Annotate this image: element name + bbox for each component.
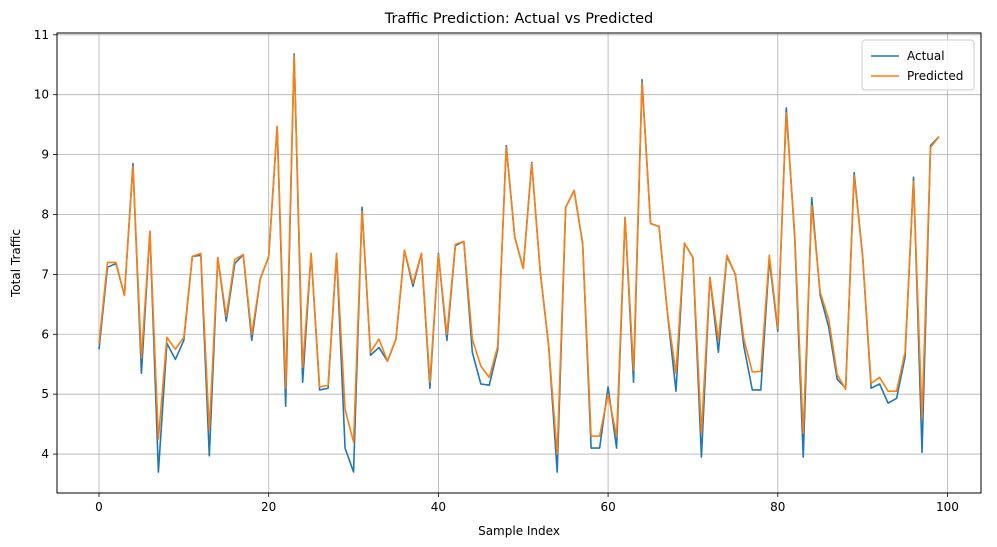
y-axis-label: Total Traffic bbox=[9, 229, 23, 298]
legend-label-predicted: Predicted bbox=[907, 69, 963, 83]
grid bbox=[57, 33, 981, 493]
y-tick-label: 4 bbox=[41, 447, 49, 461]
y-tick-label: 11 bbox=[34, 28, 49, 42]
legend: Actual Predicted bbox=[861, 39, 975, 91]
x-tick-label: 40 bbox=[431, 500, 446, 514]
x-tick-label: 60 bbox=[600, 500, 615, 514]
y-tick-label: 5 bbox=[41, 387, 49, 401]
x-tick-label: 80 bbox=[770, 500, 785, 514]
series-line-predicted bbox=[98, 54, 940, 455]
chart-title: Traffic Prediction: Actual vs Predicted bbox=[384, 11, 654, 27]
x-tick-label: 0 bbox=[95, 500, 103, 514]
x-tick-label: 20 bbox=[261, 500, 276, 514]
y-tick-label: 9 bbox=[41, 148, 49, 162]
ticks: 0 20 40 60 80 100 4 5 6 7 8 9 10 11 bbox=[34, 28, 959, 514]
legend-label-actual: Actual bbox=[907, 49, 945, 63]
y-tick-label: 7 bbox=[41, 267, 49, 281]
y-tick-label: 8 bbox=[41, 207, 49, 221]
legend-box bbox=[861, 39, 975, 91]
x-axis-label: Sample Index bbox=[478, 524, 560, 538]
x-tick-label: 100 bbox=[936, 500, 959, 514]
y-tick-label: 6 bbox=[41, 327, 49, 341]
plot-frame bbox=[56, 32, 982, 494]
series-layer bbox=[98, 53, 940, 473]
y-tick-label: 10 bbox=[34, 88, 49, 102]
